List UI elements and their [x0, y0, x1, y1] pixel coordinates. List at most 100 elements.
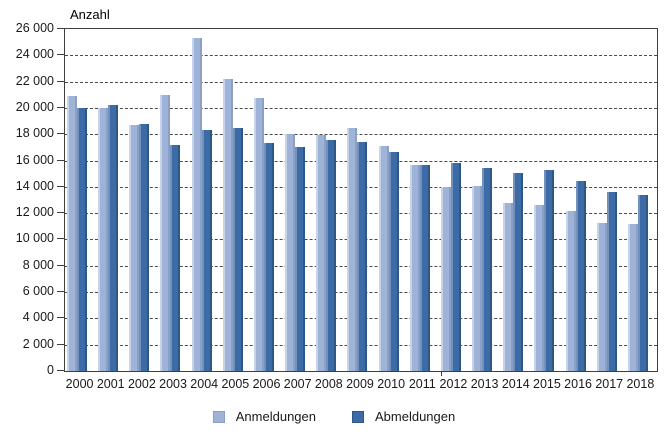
y-tick-label: 10 000 — [15, 231, 54, 245]
x-tick-label: 2008 — [314, 377, 343, 391]
bar-anmeldungen-2014 — [503, 202, 514, 371]
y-axis-tick — [57, 81, 64, 82]
bar-anmeldungen-2015 — [534, 205, 545, 371]
bar-abmeldungen-2004 — [201, 130, 212, 371]
bar-anmeldungen-2007 — [285, 134, 296, 371]
bar-anmeldungen-2008 — [316, 134, 327, 371]
bar-abmeldungen-2016 — [575, 180, 586, 371]
bar-group-2017 — [595, 29, 626, 371]
x-tick-label: 2007 — [283, 377, 312, 391]
bar-abmeldungen-2002 — [139, 124, 150, 371]
bar-group-2001 — [96, 29, 127, 371]
bar-abmeldungen-2018 — [637, 195, 648, 371]
bar-abmeldungen-2000 — [77, 107, 87, 371]
x-tick-label: 2018 — [626, 377, 655, 391]
bar-anmeldungen-2017 — [596, 223, 607, 371]
y-tick-label: 2 000 — [22, 337, 54, 351]
y-tick-label: 0 — [47, 363, 54, 377]
y-axis-tick — [57, 370, 64, 371]
x-tick-label: 2011 — [408, 377, 436, 391]
bar-abmeldungen-2009 — [357, 142, 368, 371]
y-tick-label: 22 000 — [15, 74, 54, 88]
x-tick-label: 2013 — [470, 377, 499, 391]
x-tick-label: 2012 — [439, 377, 468, 391]
bar-abmeldungen-2013 — [482, 168, 493, 371]
bar-abmeldungen-2011 — [419, 164, 430, 371]
bar-anmeldungen-2009 — [347, 128, 358, 371]
x-tick-label: 2006 — [252, 377, 281, 391]
bar-group-2004 — [190, 29, 221, 371]
y-axis-tick — [57, 317, 64, 318]
bar-abmeldungen-2014 — [513, 173, 524, 371]
x-tick-label: 2015 — [533, 377, 561, 391]
bar-anmeldungen-2010 — [378, 146, 389, 371]
bar-anmeldungen-2018 — [627, 223, 638, 371]
y-tick-label: 20 000 — [15, 100, 54, 114]
legend-swatch-icon — [212, 410, 225, 423]
bar-group-2007 — [283, 29, 314, 371]
legend-item-abmeldungen: Abmeldungen — [352, 409, 455, 424]
x-axis-tick — [441, 371, 442, 376]
bar-group-2000 — [65, 29, 96, 371]
bar-group-2012 — [439, 29, 470, 371]
y-tick-label: 8 000 — [22, 258, 54, 272]
bar-group-2011 — [408, 29, 439, 371]
legend-item-anmeldungen: Anmeldungen — [212, 409, 316, 424]
y-tick-label: 26 000 — [15, 21, 54, 35]
bar-group-2010 — [377, 29, 408, 371]
bar-abmeldungen-2012 — [450, 162, 461, 371]
y-axis-tick — [57, 107, 64, 108]
bar-anmeldungen-2012 — [440, 186, 451, 371]
bar-group-2013 — [470, 29, 501, 371]
bar-group-2009 — [345, 29, 376, 371]
bar-abmeldungen-2005 — [232, 127, 243, 371]
bar-group-2002 — [127, 29, 158, 371]
bar-anmeldungen-2002 — [129, 125, 140, 371]
legend-label: Abmeldungen — [375, 409, 456, 424]
bar-abmeldungen-2007 — [295, 147, 306, 371]
bar-abmeldungen-2010 — [388, 152, 399, 371]
y-axis-tick — [57, 291, 64, 292]
bar-groups — [65, 29, 657, 371]
bar-group-2008 — [314, 29, 345, 371]
bar-group-2003 — [158, 29, 189, 371]
y-axis-tick — [57, 265, 64, 266]
y-axis-tick — [57, 238, 64, 239]
bar-anmeldungen-2006 — [253, 98, 264, 371]
bar-abmeldungen-2001 — [108, 104, 119, 371]
bar-anmeldungen-2016 — [565, 210, 576, 371]
x-tick-label: 2016 — [564, 377, 592, 391]
y-axis-tick — [57, 160, 64, 161]
x-tick-label: 2003 — [159, 377, 187, 391]
x-axis-labels: 2000 2001 2002 2003 2004 2005 2006 2007 2008 2009… — [64, 377, 656, 391]
y-axis-tick — [57, 54, 64, 55]
y-axis-tick — [57, 28, 64, 29]
bar-group-2016 — [564, 29, 595, 371]
y-tick-label: 16 000 — [15, 153, 54, 167]
y-axis-tick — [57, 212, 64, 213]
bar-abmeldungen-2008 — [326, 139, 337, 371]
y-tick-label: 4 000 — [22, 310, 54, 324]
y-tick-label: 24 000 — [15, 47, 54, 61]
gridline — [65, 108, 657, 109]
y-axis-tick — [57, 344, 64, 345]
y-axis-tick — [57, 133, 64, 134]
bar-abmeldungen-2003 — [170, 144, 181, 371]
bar-group-2018 — [626, 29, 657, 371]
y-tick-label: 12 000 — [15, 205, 54, 219]
bar-anmeldungen-2000 — [67, 96, 77, 371]
x-tick-label: 2014 — [501, 377, 530, 391]
bar-group-2005 — [221, 29, 252, 371]
legend-label: Anmeldungen — [235, 409, 316, 424]
x-tick-label: 2010 — [377, 377, 406, 391]
bar-anmeldungen-2001 — [98, 107, 109, 371]
bar-group-2006 — [252, 29, 283, 371]
bar-anmeldungen-2004 — [191, 38, 202, 371]
bar-group-2014 — [501, 29, 532, 371]
legend-swatch-icon — [352, 410, 364, 423]
y-tick-label: 14 000 — [15, 179, 54, 193]
bar-abmeldungen-2017 — [606, 192, 617, 371]
x-tick-label: 2002 — [127, 377, 156, 391]
bar-anmeldungen-2013 — [472, 186, 483, 371]
x-tick-label: 2005 — [221, 377, 250, 391]
